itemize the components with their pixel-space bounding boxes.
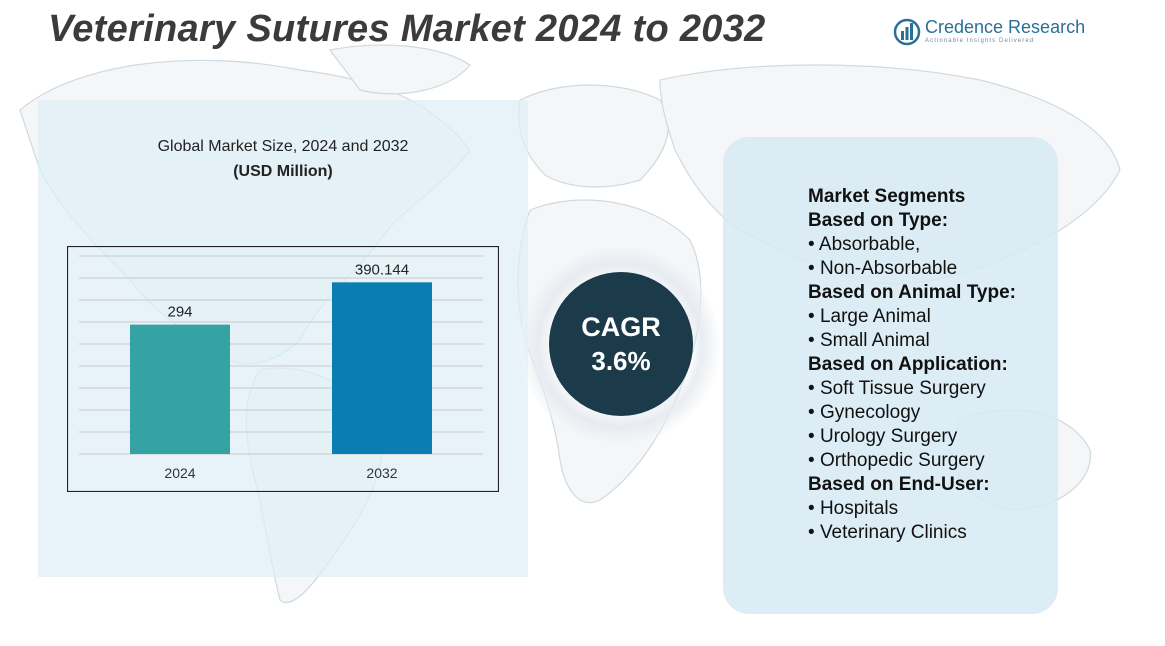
page-title: Veterinary Sutures Market 2024 to 2032 xyxy=(48,8,766,50)
cagr-value: 3.6% xyxy=(591,346,651,376)
segment-item: Hospitals xyxy=(808,497,1058,521)
bar-2024 xyxy=(130,324,230,454)
segment-item: Veterinary Clinics xyxy=(808,521,1058,545)
bar-2032 xyxy=(332,282,432,454)
segment-item: Non-Absorbable xyxy=(808,257,1058,281)
greenland-shape xyxy=(328,44,471,95)
segment-item: Gynecology xyxy=(808,401,1058,425)
market-segments-panel: Market Segments Based on Type: Absorbabl… xyxy=(723,137,1058,614)
chart-caption: Global Market Size, 2024 and 2032 (USD M… xyxy=(38,134,528,184)
data-label: 294 xyxy=(167,304,192,321)
chart-unit: (USD Million) xyxy=(233,163,333,180)
credence-research-logo[interactable]: Credence Research Actionable Insights De… xyxy=(893,17,1085,49)
segment-item: Small Animal xyxy=(808,329,1058,353)
segments-title: Market Segments xyxy=(808,186,966,207)
segment-item: Absorbable, xyxy=(808,233,1058,257)
data-label: 390.144 xyxy=(355,261,409,278)
segment-item: Urology Surgery xyxy=(808,425,1058,449)
cagr-label: CAGR xyxy=(581,312,661,342)
segment-item: Large Animal xyxy=(808,305,1058,329)
segment-group-title: Based on Type: xyxy=(808,210,949,231)
segment-list: Market Segments Based on Type: Absorbabl… xyxy=(808,185,1058,545)
segment-group-title: Based on Animal Type: xyxy=(808,282,1016,303)
chart-title: Global Market Size, 2024 and 2032 xyxy=(157,138,409,155)
cagr-badge: CAGR 3.6% xyxy=(549,272,693,416)
segment-item: Soft Tissue Surgery xyxy=(808,377,1058,401)
europe-shape xyxy=(518,84,669,188)
x-tick-label: 2032 xyxy=(366,465,397,481)
segment-group-title: Based on End-User: xyxy=(808,474,990,495)
segment-item: Orthopedic Surgery xyxy=(808,449,1058,473)
logo-tagline: Actionable Insights Delivered xyxy=(925,38,1035,44)
x-tick-label: 2024 xyxy=(164,465,195,481)
bar-chart-circle-icon xyxy=(893,18,921,46)
market-size-panel: Global Market Size, 2024 and 2032 (USD M… xyxy=(38,100,528,577)
bar-chart: 294 2024 390.144 2032 xyxy=(67,246,499,492)
segment-group-title: Based on Application: xyxy=(808,354,1008,375)
logo-name: Credence Research xyxy=(925,17,1086,37)
chart-frame xyxy=(67,246,499,492)
